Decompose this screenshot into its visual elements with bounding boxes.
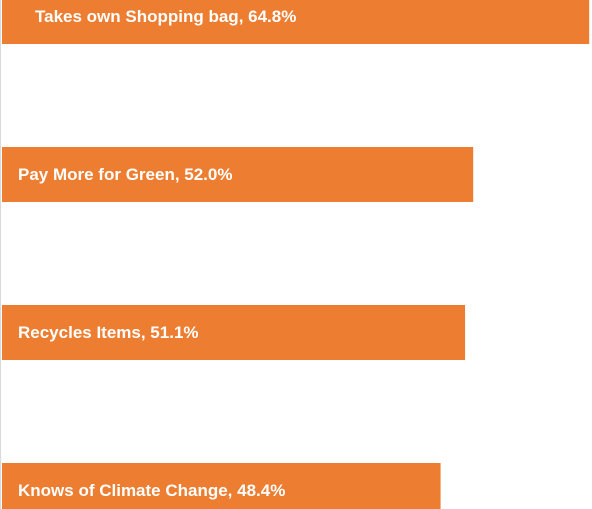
bar [2, 147, 474, 202]
bar [2, 0, 590, 44]
bar-label: Pay More for Green, 52.0% [18, 165, 232, 184]
bar-label: Knows of Climate Change, 48.4% [18, 481, 285, 500]
bar-label: Recycles Items, 51.1% [18, 323, 199, 342]
bar-label: Takes own Shopping bag, 64.8% [35, 7, 296, 26]
bar [2, 463, 441, 509]
bar [2, 305, 466, 360]
